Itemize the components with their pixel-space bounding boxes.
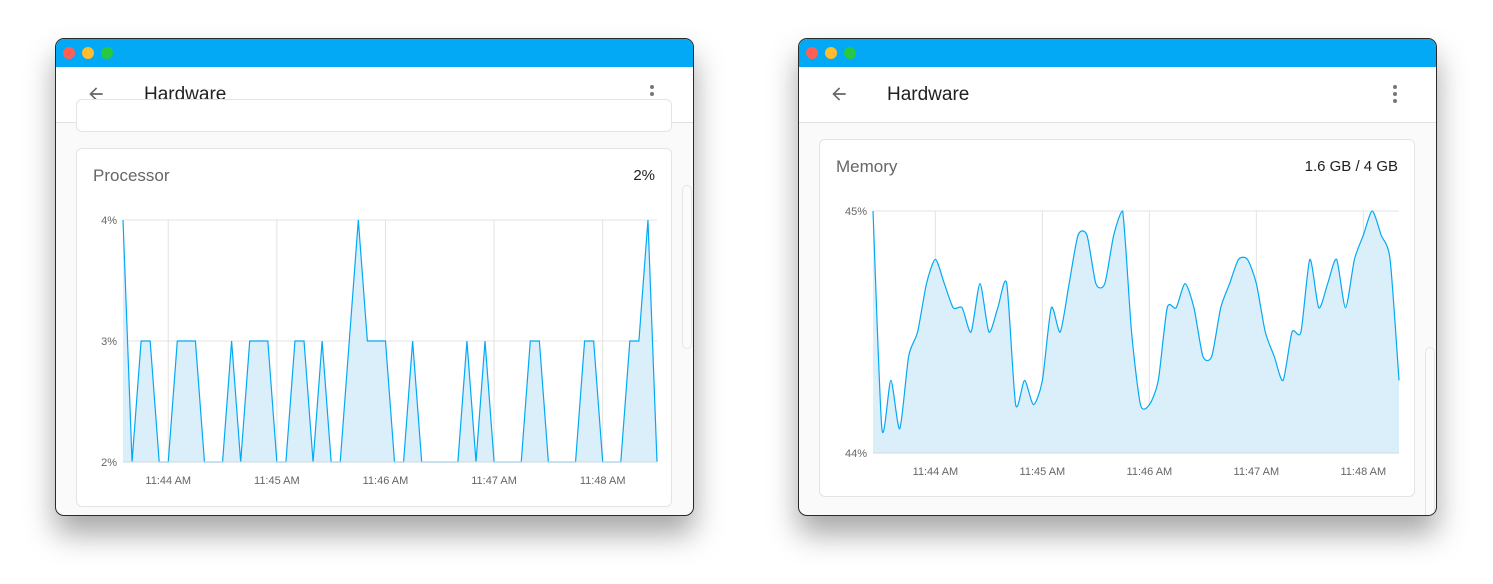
previous-card [76,99,672,132]
app-bar: Hardware [799,67,1436,123]
x-tick-label: 11:44 AM [145,475,191,487]
processor-chart: 4% 3% 2% 11:44 AM 11:45 AM 11:46 AM 11:47 AM 11… [101,215,658,487]
y-tick-label: 4% [101,215,117,227]
x-tick-label: 11:45 AM [1020,466,1066,478]
maximize-button[interactable] [101,47,113,59]
close-button[interactable] [806,47,818,59]
y-tick-label: 44% [845,448,867,460]
x-tick-label: 11:48 AM [1341,466,1387,478]
arrow-left-icon[interactable] [86,84,106,104]
x-tick-label: 11:47 AM [1234,466,1280,478]
maximize-button[interactable] [844,47,856,59]
processor-usage-value: 2% [633,167,655,184]
close-button[interactable] [63,47,75,59]
x-tick-label: 11:45 AM [254,475,300,487]
scrollbar[interactable] [1425,347,1435,515]
page-title: Hardware [887,84,970,105]
processor-card: Processor 2% 4% 3% 2% 11:44 AM 11:45 AM 11:46… [76,148,672,507]
y-tick-label: 45% [845,206,867,218]
card-title: Processor [93,166,170,185]
scrollbar[interactable] [682,185,692,349]
y-tick-label: 2% [101,457,117,469]
minimize-button[interactable] [82,47,94,59]
x-tick-label: 11:46 AM [363,475,409,487]
title-bar[interactable] [799,39,1436,67]
series-line [872,210,1400,433]
hardware-window-processor: Hardware Processor 2% 4% 3% 2% 11:44 AM 11:4… [55,38,694,516]
x-tick-label: 11:47 AM [471,475,517,487]
memory-chart: 45% 44% 11:44 AM 11:45 AM 11:46 AM 11:47 AM 11… [845,206,1400,478]
x-tick-label: 11:46 AM [1127,466,1173,478]
minimize-button[interactable] [825,47,837,59]
x-tick-label: 11:48 AM [580,475,626,487]
more-vert-icon[interactable] [1389,84,1401,104]
card-title: Memory [836,157,898,176]
series-area [123,220,657,462]
title-bar[interactable] [56,39,693,67]
x-tick-label: 11:44 AM [913,466,959,478]
memory-card: Memory 1.6 GB / 4 GB 45% 44% 11:44 AM 11:45… [819,139,1415,497]
arrow-left-icon[interactable] [829,84,849,104]
y-tick-label: 3% [101,336,117,348]
memory-usage-value: 1.6 GB / 4 GB [1304,158,1398,175]
series-area [873,211,1399,453]
hardware-window-memory: Hardware Memory 1.6 GB / 4 GB 45% 44% 11:4… [798,38,1437,516]
